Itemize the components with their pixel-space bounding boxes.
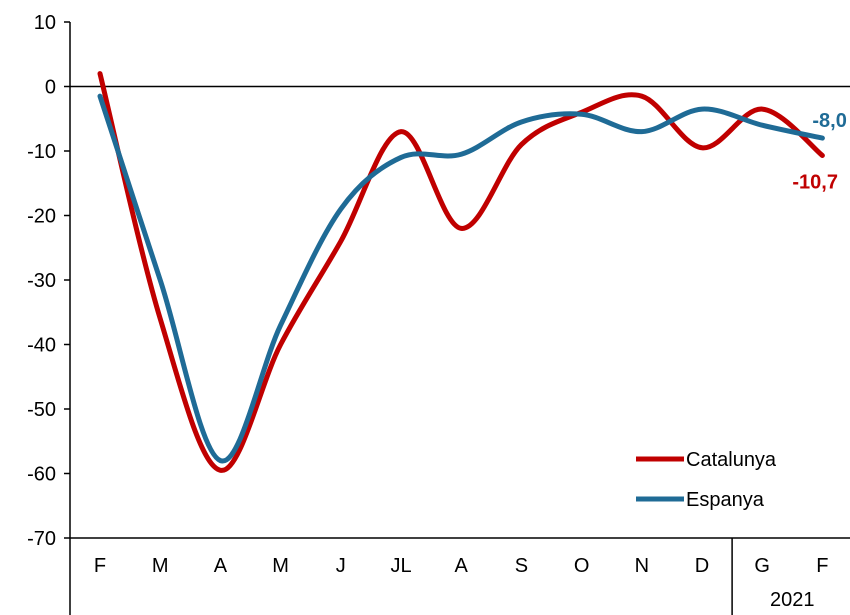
- y-tick-label: -70: [27, 528, 56, 550]
- legend: Catalunya Espanya: [636, 449, 777, 511]
- y-tick-label: -40: [27, 335, 56, 357]
- y-tick-label: -60: [27, 464, 56, 486]
- x-tick-label: F: [816, 555, 828, 577]
- x-tick-label: J: [336, 555, 346, 577]
- series-lines: [97, 71, 825, 473]
- y-tick-label: -50: [27, 399, 56, 421]
- y-tick-label: -20: [27, 206, 56, 228]
- x-tick-label: S: [515, 555, 528, 577]
- y-tick-label: -30: [27, 270, 56, 292]
- x-tick-label: G: [754, 555, 770, 577]
- y-tick-label: 0: [45, 77, 56, 99]
- end-value-label: -10,7: [792, 172, 838, 194]
- legend-label: Catalunya: [686, 449, 777, 471]
- x-tick-label: O: [574, 555, 590, 577]
- x-tick-label: A: [455, 555, 469, 577]
- series-line-espanya: [97, 93, 825, 464]
- x-tick-label: N: [635, 555, 649, 577]
- x-tick-label: A: [214, 555, 228, 577]
- data-labels: -10,7 -8,0: [792, 110, 846, 193]
- y-tick-label: -10: [27, 141, 56, 163]
- x-tick-label: D: [695, 555, 709, 577]
- x-tick-label: M: [272, 555, 289, 577]
- year-label: 2021: [770, 589, 815, 611]
- end-value-label: -8,0: [812, 110, 846, 132]
- y-tick-label: 10: [34, 12, 56, 34]
- x-tick-label: JL: [390, 555, 411, 577]
- x-tick-label: F: [94, 555, 106, 577]
- series-line-catalunya: [97, 71, 825, 473]
- legend-label: Espanya: [686, 489, 765, 511]
- axes: 100-10-20-30-40-50-60-70F M A M J JL A S O N D G F20…: [27, 12, 850, 615]
- x-tick-label: M: [152, 555, 169, 577]
